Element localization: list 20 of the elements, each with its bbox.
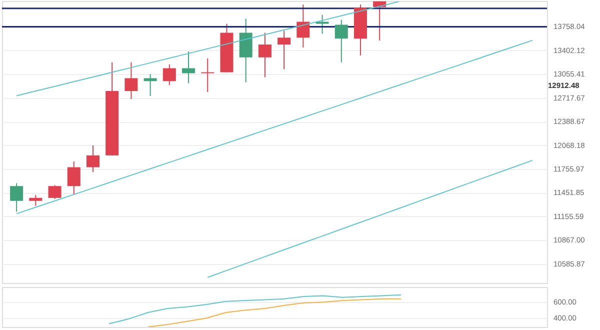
candlestick [48,184,62,200]
line-series [16,40,533,214]
candlestick [278,30,291,70]
candlestick [296,4,310,48]
candlestick [258,32,272,78]
line-series [16,1,400,96]
candlestick [316,14,329,34]
candlestick [201,58,214,93]
candlestick [182,50,196,84]
line-series [207,160,533,278]
candlestick [162,64,176,86]
candlestick [67,160,80,194]
candlestick [10,182,24,212]
candlestick [86,144,100,173]
line-series [108,294,402,324]
candlestick [29,194,42,206]
candlestick [124,62,138,100]
candlestick [144,74,157,96]
line-series [147,298,402,327]
candlestick [334,19,348,63]
